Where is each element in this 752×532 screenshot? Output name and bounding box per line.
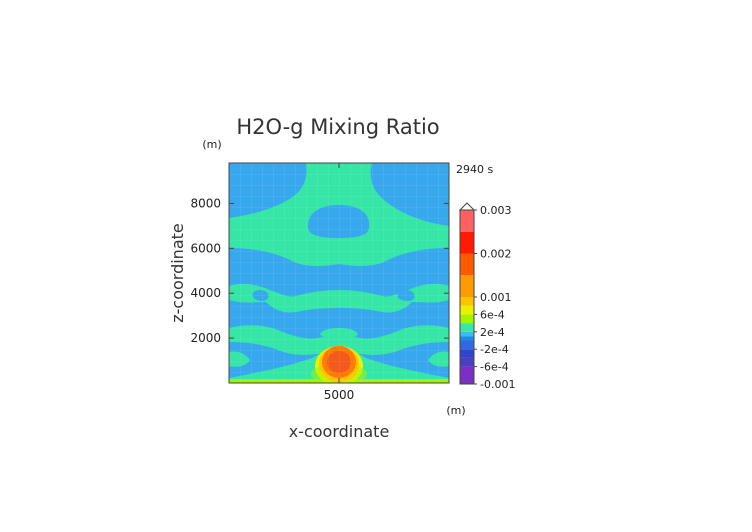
- y-axis: 2000 4000 6000 8000: [190, 196, 449, 345]
- colorbar-label: 2e-4: [480, 326, 505, 339]
- colorbar-label: 6e-4: [480, 308, 505, 321]
- time-label: 2940 s: [456, 163, 493, 176]
- plot-area: [229, 163, 449, 383]
- colorbar-band: [460, 340, 474, 350]
- colorbar-extend-arrow: [458, 202, 476, 211]
- colorbar-band: [460, 323, 474, 332]
- colorbar: 0.003 0.002 0.001 6e-4 2e-4 -2e-4 -6e-4 -0.001: [458, 202, 515, 391]
- grid-overlay: [229, 163, 449, 383]
- colorbar-band: [460, 349, 474, 358]
- y-unit-label: (m): [202, 138, 221, 151]
- colorbar-band: [460, 210, 474, 232]
- colorbar-band: [460, 331, 474, 337]
- x-axis-label: x-coordinate: [289, 422, 390, 441]
- colorbar-band: [460, 336, 474, 341]
- x-tick-label: 5000: [324, 388, 355, 402]
- y-tick-label: 2000: [190, 331, 221, 345]
- colorbar-label: -2e-4: [480, 343, 509, 356]
- colorbar-band: [460, 275, 474, 297]
- colorbar-band: [460, 305, 474, 315]
- colorbar-band: [460, 366, 474, 384]
- y-tick-label: 8000: [190, 196, 221, 210]
- colorbar-label: 0.001: [480, 291, 512, 304]
- y-axis-label: z-coordinate: [168, 223, 187, 323]
- y-tick-label: 4000: [190, 286, 221, 300]
- colorbar-band: [460, 314, 474, 324]
- x-unit-label: (m): [446, 404, 465, 417]
- chart-title: H2O-g Mixing Ratio: [236, 115, 439, 139]
- y-tick-label: 6000: [190, 241, 221, 255]
- colorbar-band: [460, 297, 474, 306]
- x-axis: 5000: [324, 163, 355, 402]
- colorbar-label: -6e-4: [480, 361, 509, 374]
- colorbar-label: -0.001: [480, 378, 515, 391]
- colorbar-band: [460, 253, 474, 276]
- colorbar-band: [460, 231, 474, 254]
- colorbar-label: 0.003: [480, 204, 512, 217]
- colorbar-label: 0.002: [480, 248, 512, 261]
- colorbar-band: [460, 357, 474, 367]
